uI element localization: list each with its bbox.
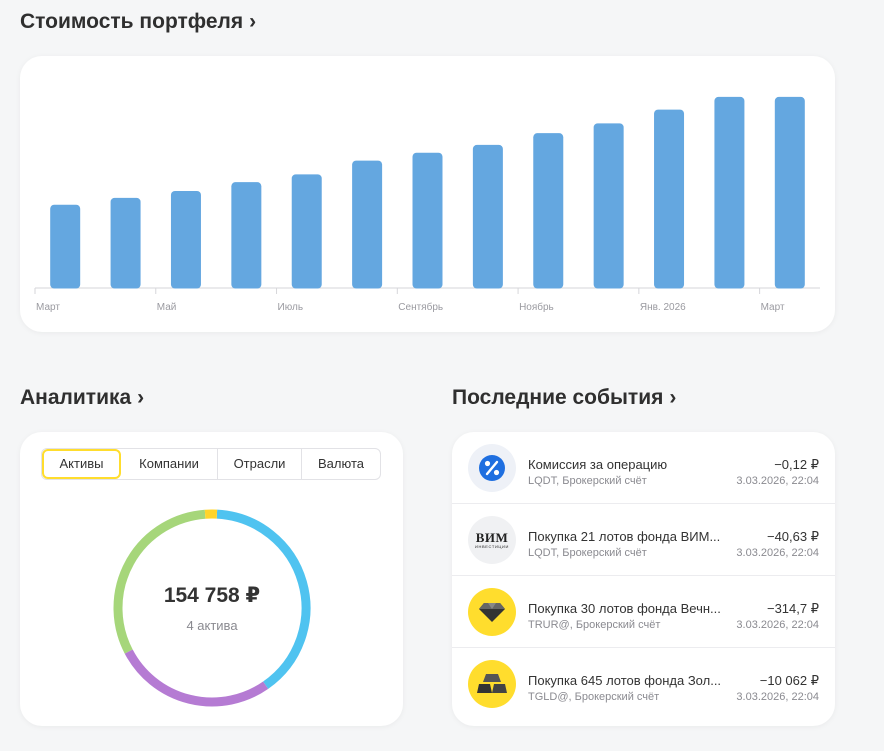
chart-bar-0[interactable] [50, 204, 81, 289]
event-date: 3.03.2026, 22:04 [736, 619, 819, 631]
chart-bar-12[interactable] [774, 96, 805, 289]
events-card: Комиссия за операцию LQDT, Брокерский сч… [452, 432, 835, 726]
x-tick-label: Март [36, 302, 60, 313]
chart-bar-4[interactable] [291, 174, 322, 289]
analytics-card: Активы Компании Отрасли Валюта 154 758 ₽… [20, 432, 403, 726]
event-amount: −314,7 ₽ [766, 601, 819, 616]
tab-companies[interactable]: Компании [121, 449, 218, 479]
x-tick-label: Май [157, 302, 177, 313]
vim-logo-icon: ВИМ ИНВЕСТИЦИИ [468, 516, 516, 564]
chevron-right-icon: › [137, 386, 145, 409]
event-row[interactable]: Покупка 645 лотов фонда Зол... TGLD@, Бр… [452, 648, 835, 720]
chart-bar-1[interactable] [110, 197, 141, 289]
x-tick-label: Июль [278, 302, 304, 313]
chart-bar-5[interactable] [352, 160, 383, 289]
x-tick-label: Ноябрь [519, 301, 554, 313]
chart-bar-10[interactable] [654, 109, 685, 289]
x-tick-label: Март [761, 302, 785, 313]
event-title: Покупка 645 лотов фонда Зол... [528, 673, 722, 688]
event-amount: −10 062 ₽ [759, 673, 819, 688]
event-title: Покупка 21 лотов фонда ВИМ... [528, 529, 721, 544]
events-title: Последние события [452, 386, 664, 409]
portfolio-title-link[interactable]: Стоимость портфеля › [20, 10, 256, 34]
event-date: 3.03.2026, 22:04 [736, 475, 819, 487]
event-subtitle: LQDT, Брокерский счёт [528, 547, 647, 559]
vim-logo-text: ВИМ [475, 529, 509, 545]
portfolio-title: Стоимость портфеля [20, 10, 244, 33]
chart-bar-7[interactable] [472, 144, 503, 289]
event-subtitle: LQDT, Брокерский счёт [528, 475, 647, 487]
chart-bar-8[interactable] [533, 133, 564, 289]
event-amount: −0,12 ₽ [774, 457, 819, 472]
event-date: 3.03.2026, 22:04 [736, 691, 819, 703]
chevron-right-icon: › [669, 386, 677, 409]
percent-commission-icon [468, 444, 516, 492]
tab-industries[interactable]: Отрасли [218, 449, 302, 479]
assets-donut-chart[interactable] [110, 506, 314, 710]
chart-bar-2[interactable] [170, 190, 201, 289]
gold-bars-icon [468, 660, 516, 708]
event-title: Покупка 30 лотов фонда Вечн... [528, 601, 721, 616]
portfolio-bar-chart: Март Май Июль Сентябрь Ноябрь Янв. 2026 Март [34, 96, 820, 313]
tab-currency[interactable]: Валюта [318, 456, 364, 471]
event-row[interactable]: ВИМ ИНВЕСТИЦИИ Покупка 21 лотов фонда ВИ… [452, 504, 835, 576]
portfolio-chart-card: Март Май Июль Сентябрь Ноябрь Янв. 2026 Март [20, 56, 835, 332]
analytics-tabs: Активы Компании Отрасли Валюта [41, 448, 381, 480]
tab-assets[interactable]: Активы [42, 449, 121, 479]
x-tick-label: Сентябрь [398, 301, 443, 313]
donut-segment-2[interactable] [113, 509, 206, 654]
event-title: Комиссия за операцию [528, 457, 668, 472]
events-title-link[interactable]: Последние события › [452, 386, 676, 410]
event-row[interactable]: Покупка 30 лотов фонда Вечн... TRUR@, Бр… [452, 576, 835, 648]
event-row[interactable]: Комиссия за операцию LQDT, Брокерский сч… [452, 432, 835, 504]
event-amount: −40,63 ₽ [766, 529, 819, 544]
diamond-fund-icon [468, 588, 516, 636]
analytics-title: Аналитика [20, 386, 132, 409]
event-subtitle: TGLD@, Брокерский счёт [528, 691, 660, 703]
donut-segment-1[interactable] [124, 649, 269, 707]
event-date: 3.03.2026, 22:04 [736, 547, 819, 559]
chevron-right-icon: › [249, 10, 257, 33]
donut-center: 154 758 ₽ 4 актива [110, 506, 314, 710]
vim-logo-subtext: ИНВЕСТИЦИИ [475, 543, 509, 549]
chart-bar-9[interactable] [593, 123, 624, 289]
chart-bar-11[interactable] [714, 96, 745, 289]
portfolio-total-value: 154 758 ₽ [163, 584, 261, 607]
event-subtitle: TRUR@, Брокерский счёт [528, 619, 661, 631]
x-tick-label: Янв. 2026 [640, 302, 686, 313]
chart-bar-6[interactable] [412, 152, 443, 289]
chart-bar-3[interactable] [231, 182, 262, 289]
donut-segment-0[interactable] [216, 509, 311, 689]
assets-count: 4 актива [186, 618, 238, 633]
analytics-title-link[interactable]: Аналитика › [20, 386, 144, 410]
